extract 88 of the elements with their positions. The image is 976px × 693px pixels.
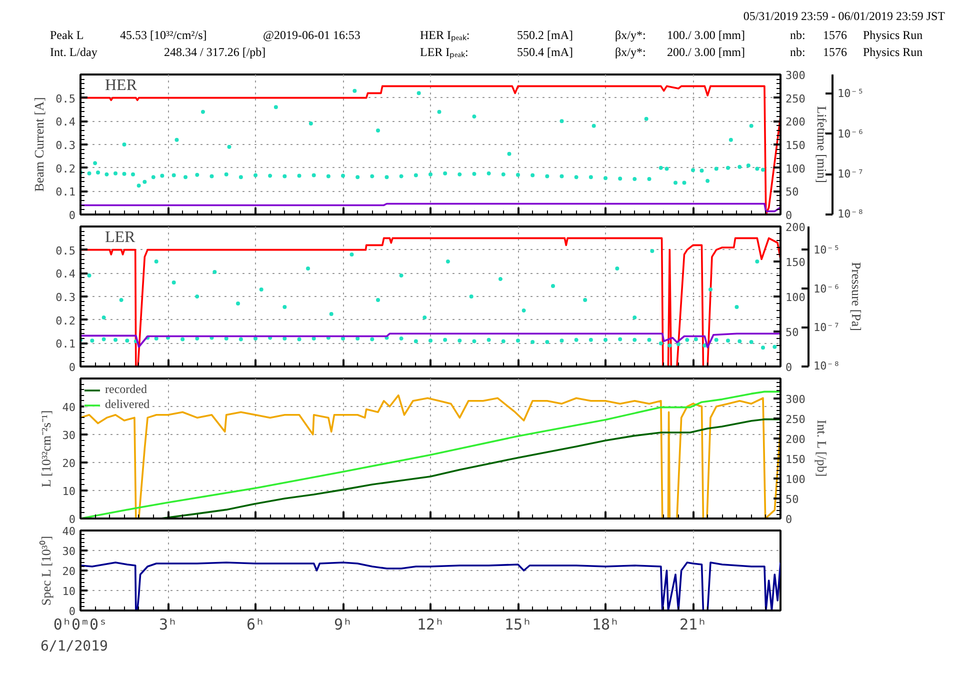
- text: 100./ 3.00 [mm]: [667, 27, 745, 44]
- y2-tick-label: 300: [786, 69, 806, 82]
- y2-tick-label: 150: [786, 453, 806, 466]
- y2-tick-label: 200: [786, 116, 806, 129]
- text: 1576: [823, 27, 847, 44]
- x-tick-label: 6ʰ: [246, 616, 265, 634]
- x-tick-label: 21ʰ: [679, 616, 707, 634]
- y-tick-label: 0: [68, 209, 76, 222]
- text: 248.34 / 317.26 [/pb]: [164, 44, 266, 61]
- legend-label: recorded: [105, 382, 147, 397]
- y2-tick-label: 100: [786, 291, 806, 304]
- text: Int. L/day: [50, 44, 98, 61]
- y3-tick-label: 10⁻⁶: [838, 127, 864, 140]
- text: HER Iₚₑₐₖ:: [420, 27, 470, 44]
- y3-tick-label: 10⁻⁸: [838, 208, 864, 220]
- y-axis-title: Spec L [10³⁰]: [38, 536, 54, 606]
- y-tick-label: 0.1: [56, 338, 76, 351]
- y-axis-title: Beam Current [A]: [32, 97, 47, 192]
- text: Peak L: [50, 27, 84, 44]
- y2-tick-label: 300: [786, 393, 806, 406]
- y-tick-label: 0.1: [56, 186, 76, 199]
- y-tick-label: 0.4: [56, 116, 76, 129]
- text: 6/1/2019: [40, 638, 108, 654]
- x-tick-label: 3ʰ: [158, 616, 178, 634]
- y3-axis-title: Pressure [Pa]: [848, 262, 864, 331]
- text: 550.4 [mA]: [517, 44, 573, 61]
- y2-tick-label: 250: [786, 92, 806, 106]
- x-tick-label: 12ʰ: [416, 616, 444, 634]
- y-tick-label: 30: [62, 429, 76, 442]
- text: nb:: [790, 27, 806, 44]
- y2-tick-label: 0: [786, 513, 792, 526]
- y-tick-label: 0: [68, 513, 76, 526]
- y-tick-label: 40: [62, 525, 76, 538]
- y3-tick-label: 10⁻⁸: [814, 360, 840, 372]
- x-tick-label: 18ʰ: [592, 616, 620, 634]
- y2-tick-label: 0: [786, 209, 792, 222]
- y-tick-label: 0.3: [56, 139, 76, 152]
- legend-label: delivered: [105, 397, 150, 412]
- y-tick-label: 0: [68, 605, 76, 618]
- y2-tick-label: 0: [786, 361, 792, 374]
- y3-tick-label: 10⁻⁷: [814, 321, 840, 334]
- y-tick-label: 0.5: [56, 92, 76, 106]
- y-tick-label: 0.4: [56, 268, 76, 281]
- text: Physics Run: [863, 44, 923, 61]
- y2-tick-label: 50: [786, 186, 799, 199]
- text: nb:: [790, 44, 806, 61]
- y2-tick-label: 150: [786, 139, 806, 152]
- y-tick-label: 30: [62, 545, 76, 558]
- y2-tick-label: 200: [786, 433, 806, 446]
- y2-tick-label: 200: [786, 221, 806, 234]
- y3-tick-label: 10⁻⁵: [814, 243, 840, 256]
- text: 05/31/2019 23:59 - 06/01/2019 23:59 JST: [743, 8, 945, 25]
- x-tick-label: 15ʰ: [504, 616, 532, 634]
- y2-tick-label: 150: [786, 256, 806, 269]
- text: 200./ 3.00 [mm]: [667, 44, 745, 61]
- y-tick-label: 0.3: [56, 291, 76, 304]
- y2-tick-label: 50: [786, 326, 799, 339]
- x-tick-label: 0ʰ0ᵐ0ˢ: [53, 616, 108, 634]
- y-tick-label: 0.2: [56, 162, 76, 176]
- y-tick-label: 10: [62, 585, 76, 598]
- annotation: HER: [105, 77, 138, 94]
- y2-axis-title: Int. L [/pb]: [814, 420, 830, 477]
- y-tick-label: 20: [62, 565, 76, 578]
- y3-tick-label: 10⁻⁵: [838, 87, 864, 100]
- y-tick-label: 20: [62, 457, 76, 470]
- y-tick-label: 0: [68, 361, 76, 374]
- y-tick-label: 0.2: [56, 314, 76, 328]
- y-tick-label: 10: [62, 485, 76, 498]
- y3-tick-label: 10⁻⁶: [814, 282, 840, 296]
- text: βx/y*:: [615, 44, 646, 61]
- y2-tick-label: 100: [786, 162, 806, 176]
- x-tick-label: 9ʰ: [334, 616, 352, 634]
- text: @2019-06-01 16:53: [263, 27, 360, 44]
- text: 550.2 [mA]: [517, 27, 573, 44]
- text: LER Iₚₑₐₖ:: [420, 44, 468, 61]
- y2-tick-label: 250: [786, 413, 806, 426]
- text: 1576: [823, 44, 847, 61]
- annotation: LER: [105, 229, 136, 246]
- y3-tick-label: 10⁻⁷: [838, 168, 864, 181]
- text: βx/y*:: [615, 27, 646, 44]
- y2-tick-label: 50: [786, 493, 799, 506]
- text: Physics Run: [863, 27, 923, 44]
- y-tick-label: 0.5: [56, 244, 76, 258]
- y2-axis-title: Lifetime [min]: [814, 106, 830, 183]
- y2-tick-label: 100: [786, 473, 806, 486]
- y-axis-title: L [10³²cm⁻²s⁻¹]: [38, 410, 54, 488]
- text: 45.53 [10³²/cm²/s]: [120, 27, 207, 44]
- y-tick-label: 40: [62, 401, 76, 414]
